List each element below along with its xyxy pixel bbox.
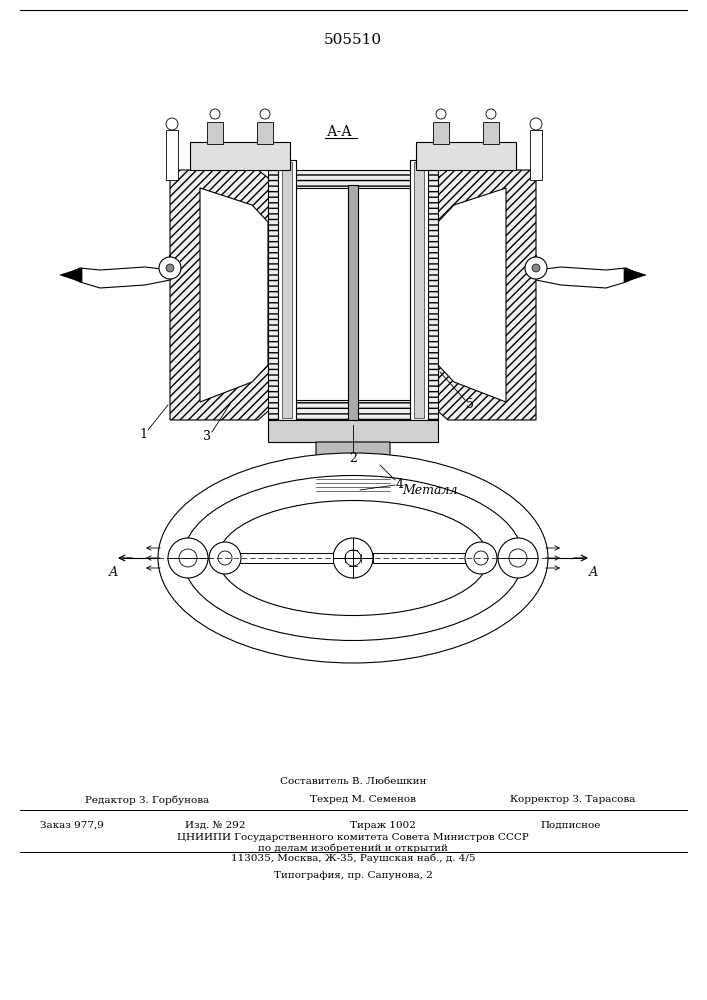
Bar: [483, 122, 499, 144]
Circle shape: [209, 542, 241, 574]
Bar: [207, 122, 223, 144]
Polygon shape: [316, 442, 390, 473]
Text: по делам изобретений и открытий: по делам изобретений и открытий: [258, 843, 448, 853]
Text: Подписное: Подписное: [540, 820, 600, 830]
Ellipse shape: [218, 500, 488, 615]
Text: Редактор З. Горбунова: Редактор З. Горбунова: [85, 795, 209, 805]
Text: 505510: 505510: [324, 33, 382, 47]
Ellipse shape: [158, 453, 548, 663]
Polygon shape: [190, 142, 290, 170]
Circle shape: [210, 109, 220, 119]
Text: 113035, Москва, Ж-35, Раушская наб., д. 4/5: 113035, Москва, Ж-35, Раушская наб., д. …: [230, 853, 475, 863]
Bar: [278, 160, 296, 420]
Circle shape: [166, 118, 178, 130]
Polygon shape: [536, 255, 641, 288]
Text: Изд. № 292: Изд. № 292: [185, 820, 245, 830]
Circle shape: [474, 551, 488, 565]
Text: 3: 3: [203, 430, 211, 444]
Polygon shape: [65, 255, 170, 288]
Bar: [433, 122, 449, 144]
Bar: [348, 185, 358, 420]
Circle shape: [260, 109, 270, 119]
Polygon shape: [416, 142, 516, 170]
Circle shape: [525, 257, 547, 279]
Text: Металл: Металл: [402, 484, 457, 496]
Circle shape: [436, 109, 446, 119]
Circle shape: [345, 550, 361, 566]
Polygon shape: [624, 268, 646, 282]
Circle shape: [159, 257, 181, 279]
Polygon shape: [200, 188, 268, 402]
Circle shape: [333, 538, 373, 578]
Text: А: А: [588, 566, 597, 578]
Bar: [373, 553, 478, 563]
Polygon shape: [416, 170, 536, 420]
Text: Типография, пр. Сапунова, 2: Типография, пр. Сапунова, 2: [274, 870, 433, 880]
Text: Заказ 977,9: Заказ 977,9: [40, 820, 104, 830]
Polygon shape: [60, 268, 82, 282]
Text: 1: 1: [139, 428, 147, 442]
Bar: [257, 122, 273, 144]
Circle shape: [532, 264, 540, 272]
Circle shape: [166, 264, 174, 272]
Polygon shape: [268, 170, 438, 420]
Text: 5: 5: [466, 398, 474, 412]
Text: А: А: [108, 566, 118, 578]
Polygon shape: [438, 188, 506, 402]
Circle shape: [465, 542, 497, 574]
Polygon shape: [268, 420, 438, 442]
Ellipse shape: [183, 476, 523, 641]
Bar: [530, 130, 542, 180]
Text: А-А: А-А: [327, 125, 353, 139]
Circle shape: [509, 549, 527, 567]
Text: Тираж 1002: Тираж 1002: [350, 820, 416, 830]
Text: 4: 4: [396, 479, 404, 491]
Text: Составитель В. Любешкин: Составитель В. Любешкин: [280, 778, 426, 786]
Bar: [414, 162, 424, 418]
Bar: [282, 162, 292, 418]
Circle shape: [530, 118, 542, 130]
Text: Корректор З. Тарасова: Корректор З. Тарасова: [510, 796, 636, 804]
Bar: [410, 160, 428, 420]
Text: Техред М. Семенов: Техред М. Семенов: [310, 796, 416, 804]
Text: 2: 2: [349, 452, 357, 464]
Circle shape: [498, 538, 538, 578]
Text: ЦНИИПИ Государственного комитета Совета Министров СССР: ЦНИИПИ Государственного комитета Совета …: [177, 834, 529, 842]
Bar: [316, 473, 390, 495]
Circle shape: [218, 551, 232, 565]
Bar: [228, 553, 333, 563]
Polygon shape: [295, 188, 411, 400]
Circle shape: [486, 109, 496, 119]
Polygon shape: [170, 170, 290, 420]
Circle shape: [168, 538, 208, 578]
Bar: [166, 130, 178, 180]
Circle shape: [179, 549, 197, 567]
